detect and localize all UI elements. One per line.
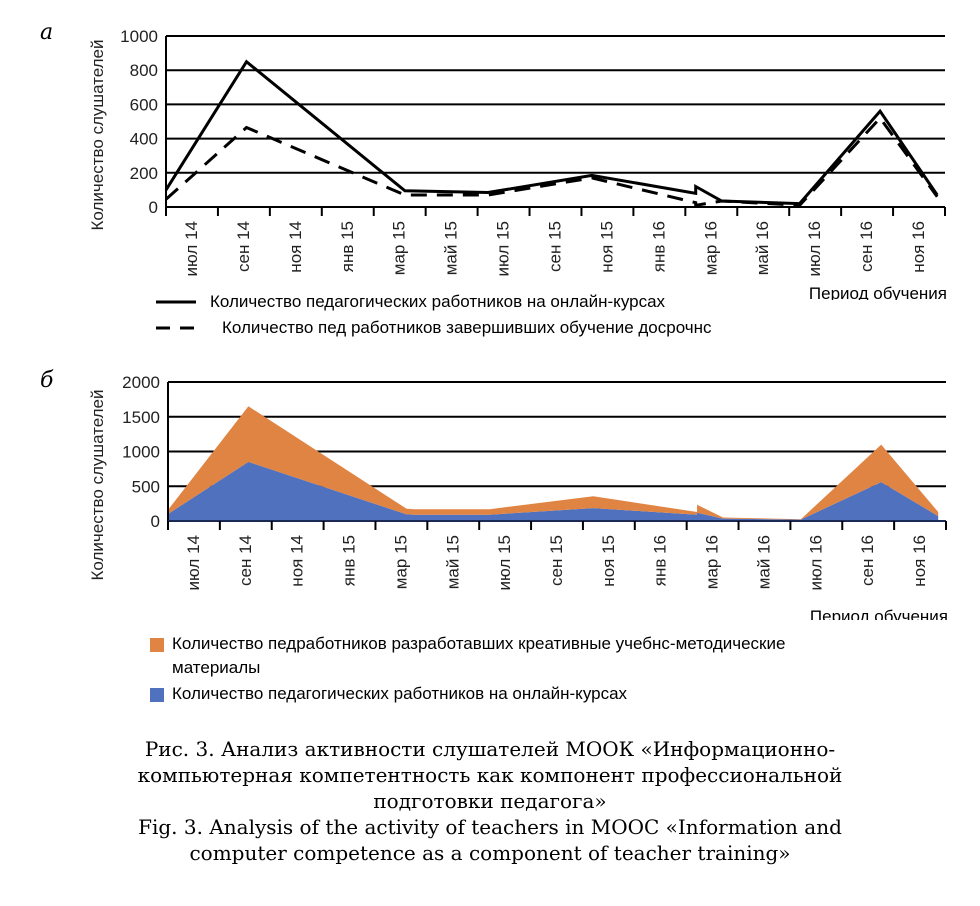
caption-ru-line1: Рис. 3. Анализ активности слушателей МОО… (144, 737, 836, 761)
x-tick-label: сен 14 (236, 535, 255, 586)
y-tick-label: 0 (149, 198, 158, 217)
x-tick-label: янв 16 (651, 535, 670, 586)
x-tick-label: сен 15 (546, 221, 565, 272)
x-tick-label: ноя 14 (286, 221, 305, 273)
panel-letter-a: а (40, 20, 54, 45)
caption-ru-line2: компьютерная компетентность как компонен… (137, 763, 843, 787)
x-tick-label: май 15 (442, 221, 461, 275)
x-tick-label: май 16 (754, 535, 773, 589)
y-tick-label: 500 (132, 477, 160, 496)
x-tick-label: ноя 16 (909, 221, 928, 273)
x-tick-label: мар 15 (391, 535, 410, 589)
y-tick-label: 600 (130, 95, 158, 114)
area-creative-materials (168, 406, 939, 520)
y-tick-label: 1500 (122, 408, 160, 427)
legend-a-swatches (156, 300, 196, 330)
x-tick-label: июл 14 (182, 221, 201, 276)
x-axis-title: Период обучения (810, 607, 948, 620)
x-tick-label: мар 16 (701, 221, 720, 275)
x-tick-label: июл 15 (494, 221, 513, 276)
legend-blue-swatch-icon (150, 688, 164, 702)
y-axis-title: Количество слушателей (88, 389, 107, 580)
x-axis-title: Период обучения (809, 284, 947, 300)
legend-orange-swatch-icon (150, 638, 164, 652)
y-tick-label: 800 (130, 61, 158, 80)
legend-b-orange-label-line1: Количество педработников разработавших к… (172, 634, 786, 653)
legend-b-blue-label: Количество педагогических работников на … (172, 684, 628, 703)
x-tick-label: янв 16 (649, 221, 668, 272)
series-line-dashed (165, 115, 939, 208)
series-line-solid (164, 59, 939, 206)
x-tick-label: сен 16 (858, 535, 877, 586)
x-tick-label: июл 15 (495, 535, 514, 590)
chart-a: 0 200 400 600 800 1000 июл 14 сен 14 ноя 14 янв 1… (88, 27, 947, 300)
legend-a-solid-label: Количество педагогических работников на … (210, 292, 666, 311)
x-tick-label: сен 16 (857, 221, 876, 272)
legend-a-dashed-label: Количество пед работников завершивших об… (222, 318, 712, 337)
x-tick-label: янв 15 (340, 535, 359, 586)
y-tick-label: 2000 (122, 373, 160, 392)
y-tick-label: 0 (151, 512, 160, 531)
caption-ru-line3: подготовки педагога» (373, 789, 607, 813)
caption-en-line1: Fig. 3. Analysis of the activity of teac… (138, 815, 842, 839)
x-tick-label: ноя 16 (910, 535, 929, 587)
y-tick-label: 1000 (120, 27, 158, 46)
y-axis-title: Количество слушателей (88, 39, 107, 230)
x-tick-label: ноя 15 (599, 535, 618, 587)
x-tick-label: июл 16 (805, 221, 824, 276)
x-tick-label: сен 14 (234, 221, 253, 272)
x-tick-label: сен 15 (547, 535, 566, 586)
panel-letter-b: б (40, 368, 54, 393)
y-tick-label: 1000 (122, 443, 160, 462)
x-tick-label: май 16 (753, 221, 772, 275)
chart-b: 0 500 1000 1500 2000 июл 14 сен 14 ноя 14 янв 15… (88, 373, 948, 620)
x-tick-label: мар 16 (703, 535, 722, 589)
x-tick-label: ноя 14 (288, 535, 307, 587)
x-tick-label: янв 15 (338, 221, 357, 272)
legend-b-orange-label-line2: материалы (172, 658, 261, 677)
y-tick-label: 200 (130, 164, 158, 183)
x-tick-label: мар 15 (390, 221, 409, 275)
caption-en-line2: computer competence as a component of te… (189, 841, 791, 865)
x-tick-label: ноя 15 (597, 221, 616, 273)
area-online-teachers (168, 461, 939, 521)
x-tick-label: май 15 (443, 535, 462, 589)
figure-caption: Рис. 3. Анализ активности слушателей МОО… (40, 736, 940, 866)
x-tick-label: июл 16 (806, 535, 825, 590)
y-tick-label: 400 (130, 130, 158, 149)
x-tick-label: июл 14 (184, 535, 203, 590)
